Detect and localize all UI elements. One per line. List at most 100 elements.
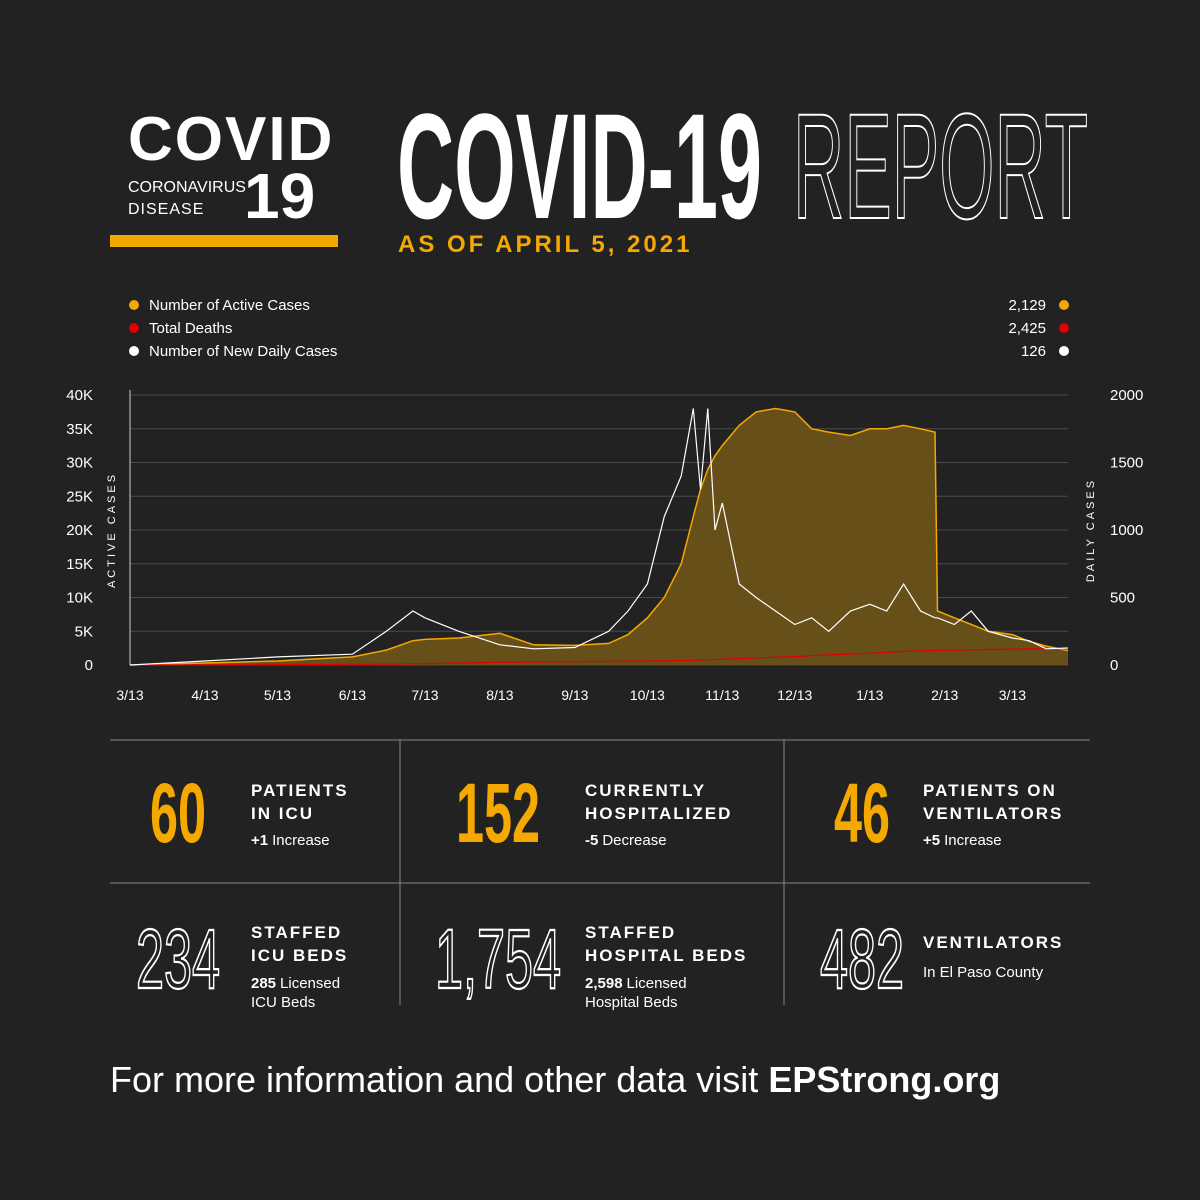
y2-tick-label: 2000 [1110, 387, 1143, 404]
stat-label: ICU BEDS [251, 946, 348, 965]
legend-dot [129, 323, 139, 333]
stat-number: 482 [820, 912, 904, 1007]
stat-label: STAFFED [251, 923, 342, 942]
stat-note-text: Licensed [280, 975, 340, 992]
stat-note-text: Decrease [602, 832, 666, 849]
legend-label: Number of New Daily Cases [149, 343, 337, 360]
x-tick-label: 4/13 [191, 687, 218, 703]
logo-bar [110, 235, 338, 247]
x-tick-label: 8/13 [486, 687, 513, 703]
stat-number: 234 [136, 912, 220, 1007]
stat-note: In El Paso County [923, 964, 1044, 981]
stat-number: 46 [834, 766, 890, 861]
logo-line: DISEASE [128, 201, 204, 218]
chart: Number of Active Cases 2,129 Total Deaths 2… [66, 297, 1143, 703]
legend-dot [129, 346, 139, 356]
y2-tick-label: 1500 [1110, 455, 1143, 472]
x-tick-label: 9/13 [561, 687, 588, 703]
legend-dot [1059, 346, 1069, 356]
y-tick-label: 15K [66, 556, 93, 573]
stat-note-text: Licensed [627, 975, 687, 992]
stat-note-bold: 2,598 [585, 975, 623, 992]
line [129, 648, 1069, 666]
stat-number-group: 234 [135, 911, 221, 1007]
x-tick-label: 3/13 [116, 687, 143, 703]
stat-number: 152 [456, 766, 540, 861]
y2-tick-label: 500 [1110, 590, 1135, 607]
y-tick-label: 40K [66, 387, 93, 404]
report-date: AS OF APRIL 5, 2021 [398, 231, 692, 258]
legend-dot [1059, 300, 1069, 310]
stat-label: PATIENTS [251, 781, 349, 800]
stat-note-bold: +1 [251, 832, 268, 849]
x-tick-label: 6/13 [339, 687, 366, 703]
y-tick-label: 5K [75, 623, 93, 640]
stat-note-text: Increase [272, 832, 330, 849]
stat-note: 2,598 Licensed [585, 975, 687, 992]
logo-number: 19 [244, 160, 315, 232]
x-tick-label: 10/13 [630, 687, 665, 703]
logo-word: COVID [128, 105, 334, 174]
y2-tick-label: 1000 [1110, 522, 1143, 539]
stat-number-group: 1,754 [434, 911, 562, 1007]
y-tick-label: 10K [66, 590, 93, 607]
x-tick-label: 1/13 [856, 687, 883, 703]
stat-note: Hospital Beds [585, 994, 678, 1011]
title-outline: REPORT [793, 82, 1088, 250]
x-tick-label: 11/13 [705, 687, 739, 703]
x-tick-label: 12/13 [777, 687, 812, 703]
footer-text: For more information and other data visi… [110, 1059, 758, 1100]
y-tick-label: 0 [85, 657, 93, 674]
stat-note: +1 Increase [251, 832, 330, 849]
stat-note: 285 Licensed [251, 975, 340, 992]
legend-label: Total Deaths [149, 320, 232, 337]
legend-value: 2,129 [1008, 297, 1046, 314]
stat-number: 1,754 [435, 912, 561, 1007]
legend-dot [1059, 323, 1069, 333]
line [129, 408, 1069, 666]
x-tick-label: 7/13 [411, 687, 438, 703]
stat-number-group: 46 [834, 766, 890, 861]
stat-label: VENTILATORS [923, 804, 1063, 823]
y-tick-label: 35K [66, 421, 93, 438]
area [130, 408, 1068, 665]
stat-note-bold: -5 [585, 832, 598, 849]
legend-value: 2,425 [1008, 320, 1046, 337]
stat-note-text: ICU Beds [251, 994, 315, 1011]
y-tick-label: 25K [66, 488, 93, 505]
stat-note-text: In El Paso County [923, 964, 1044, 981]
title: COVID-19 [397, 82, 762, 250]
y2-tick-label: 0 [1110, 657, 1118, 674]
stat-label: PATIENTS ON [923, 781, 1057, 800]
footer-link: EPStrong.org [768, 1059, 1000, 1100]
x-tick-label: 3/13 [999, 687, 1026, 703]
stat-label: CURRENTLY [585, 781, 706, 800]
stat-label: STAFFED [585, 923, 676, 942]
y-tick-label: 20K [66, 522, 93, 539]
legend-dot [129, 300, 139, 310]
stat-note: +5 Increase [923, 832, 1002, 849]
footer: For more information and other data visi… [110, 1059, 1000, 1100]
stat-number-group: 482 [819, 911, 905, 1007]
y-tick-label: 30K [66, 455, 93, 472]
stat-number-group: 60 [150, 766, 206, 861]
stat-label: VENTILATORS [923, 933, 1063, 952]
x-tick-label: 5/13 [264, 687, 291, 703]
y2-axis-label: DAILY CASES [1085, 478, 1097, 582]
y-axis-label: ACTIVE CASES [106, 472, 118, 588]
stat-note: ICU Beds [251, 994, 315, 1011]
stat-label: HOSPITALIZED [585, 804, 732, 823]
stat-number-group: 152 [456, 766, 540, 861]
legend-value: 126 [1021, 343, 1046, 360]
stat-label: HOSPITAL BEDS [585, 946, 747, 965]
legend-label: Number of Active Cases [149, 297, 310, 314]
line [129, 407, 1069, 666]
stat-note-text: Hospital Beds [585, 994, 678, 1011]
stat-number: 60 [150, 766, 206, 861]
stat-note: -5 Decrease [585, 832, 667, 849]
stat-note-bold: 285 [251, 975, 276, 992]
